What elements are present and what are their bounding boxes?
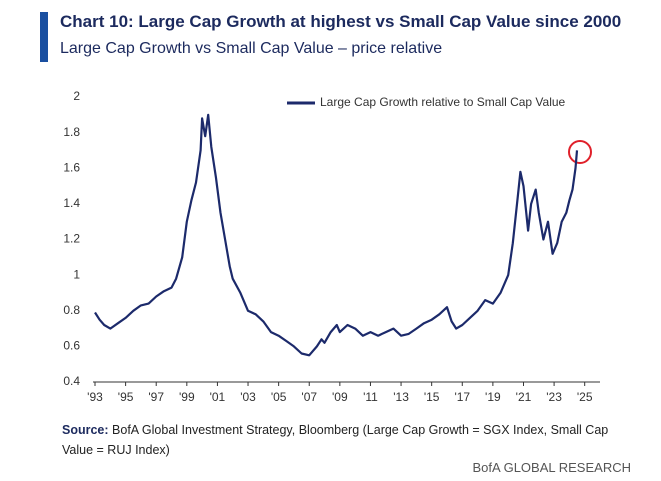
chart-title: Chart 10: Large Cap Growth at highest vs… xyxy=(60,12,622,31)
x-tick-label: '23 xyxy=(546,390,562,404)
y-tick-label: 1 xyxy=(73,267,80,281)
x-tick-label: '19 xyxy=(485,390,501,404)
y-tick-label: 2 xyxy=(73,89,80,103)
chart-subtitle: Large Cap Growth vs Small Cap Value – pr… xyxy=(60,40,443,57)
x-tick-label: '97 xyxy=(148,390,164,404)
source-text: BofA Global Investment Strategy, Bloombe… xyxy=(62,423,609,457)
x-tick-label: '11 xyxy=(363,390,378,404)
y-tick-label: 0.4 xyxy=(63,374,80,388)
x-tick-label: '15 xyxy=(424,390,440,404)
x-tick-label: '07 xyxy=(301,390,317,404)
y-tick-label: 1.6 xyxy=(63,160,80,174)
x-tick-label: '05 xyxy=(271,390,287,404)
accent-bar xyxy=(40,12,48,62)
x-tick-label: '09 xyxy=(332,390,348,404)
x-tick-label: '93 xyxy=(87,390,103,404)
legend-label: Large Cap Growth relative to Small Cap V… xyxy=(320,95,566,109)
footer: BofA GLOBAL RESEARCH xyxy=(472,460,631,475)
x-tick-label: '03 xyxy=(240,390,256,404)
x-tick-label: '99 xyxy=(179,390,195,404)
y-tick-label: 0.6 xyxy=(63,339,80,353)
x-tick-label: '01 xyxy=(210,390,226,404)
x-tick-label: '13 xyxy=(393,390,409,404)
highlight-circle xyxy=(568,140,592,164)
y-tick-label: 1.2 xyxy=(63,232,80,246)
x-tick-label: '95 xyxy=(118,390,134,404)
x-tick-label: '25 xyxy=(577,390,593,404)
y-tick-label: 1.4 xyxy=(63,196,80,210)
source-note: Source: BofA Global Investment Strategy,… xyxy=(62,420,622,460)
y-tick-label: 1.8 xyxy=(63,125,80,139)
y-tick-label: 0.8 xyxy=(63,303,80,317)
x-tick-label: '21 xyxy=(516,390,532,404)
x-tick-label: '17 xyxy=(454,390,470,404)
source-label: Source: xyxy=(62,423,109,437)
series-line xyxy=(94,113,579,357)
